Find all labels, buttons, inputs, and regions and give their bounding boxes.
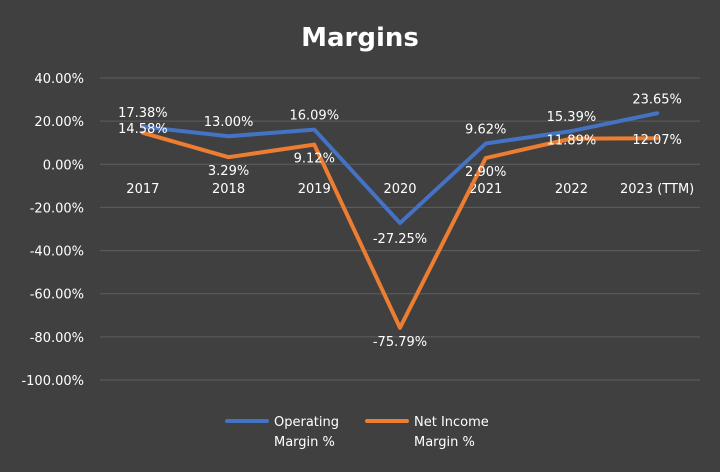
x-tick-label: 2023 (TTM) (620, 182, 694, 197)
legend-label: Margin % (274, 435, 335, 450)
y-tick-label: -100.00% (21, 374, 84, 389)
legend-label: Operating (274, 415, 339, 430)
series-lines (140, 111, 660, 330)
x-tick-label: 2017 (126, 182, 159, 197)
chart-title: Margins (301, 23, 419, 53)
data-label: 11.89% (547, 134, 597, 149)
data-label: 15.39% (547, 110, 597, 125)
y-axis-ticks: 40.00% 20.00% 0.00% -20.00% -40.00% -60.00% -8… (21, 72, 84, 389)
data-label: 2.90% (465, 165, 506, 180)
data-label: -75.79% (373, 335, 427, 350)
data-label: 17.38% (118, 106, 168, 121)
y-tick-label: -20.00% (30, 201, 84, 216)
data-label: 16.09% (289, 109, 339, 124)
data-label: 23.65% (632, 92, 682, 107)
y-tick-label: 40.00% (34, 72, 84, 87)
data-label: 9.62% (465, 123, 506, 138)
data-label: 14.58% (118, 122, 168, 137)
x-tick-label: 2021 (469, 182, 502, 197)
legend-label: Net Income (414, 415, 489, 430)
data-label: 3.29% (208, 164, 249, 179)
data-label: 13.00% (204, 115, 254, 130)
series-line-net-income-margin (140, 130, 660, 330)
data-label: 9.12% (294, 152, 335, 167)
y-tick-label: 20.00% (34, 115, 84, 130)
x-tick-label: 2022 (555, 182, 588, 197)
x-axis-ticks: 2017 2018 2019 2020 2021 2022 2023 (TTM) (126, 182, 694, 197)
data-label: -27.25% (373, 232, 427, 247)
legend: Operating Margin % Net Income Margin % (225, 415, 489, 450)
x-tick-label: 2020 (383, 182, 416, 197)
x-tick-label: 2019 (298, 182, 331, 197)
data-label: 12.07% (632, 133, 682, 148)
x-tick-label: 2018 (212, 182, 245, 197)
y-tick-label: -80.00% (30, 331, 84, 346)
y-tick-label: 0.00% (43, 158, 84, 173)
legend-label: Margin % (414, 435, 475, 450)
gridlines (100, 77, 700, 381)
y-tick-label: -40.00% (30, 245, 84, 260)
y-tick-label: -60.00% (30, 288, 84, 303)
data-labels: 17.38% 13.00% 16.09% -27.25% 9.62% 15.39% 23.6… (118, 92, 682, 350)
series-line-operating-margin (140, 111, 660, 226)
